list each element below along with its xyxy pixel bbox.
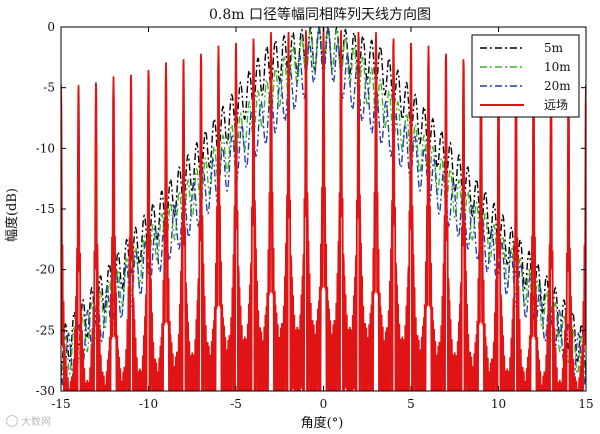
y-tick-label: -20 bbox=[36, 263, 55, 277]
y-tick-label: -25 bbox=[36, 323, 55, 337]
chart-title: 0.8m 口径等幅同相阵列天线方向图 bbox=[209, 6, 431, 23]
y-tick-label: -5 bbox=[43, 81, 55, 95]
x-tick-label: 10 bbox=[491, 397, 506, 411]
y-tick-label: -15 bbox=[36, 202, 55, 216]
watermark-logo-icon bbox=[6, 414, 18, 427]
legend: 5m 10m 20m 远场 bbox=[471, 34, 580, 118]
legend-box bbox=[471, 34, 580, 118]
x-tick-label: 5 bbox=[407, 397, 415, 411]
watermark-text: 大数网 bbox=[21, 417, 51, 428]
legend-label-1: 5m bbox=[544, 41, 564, 55]
y-tick-label: -30 bbox=[36, 384, 55, 398]
y-tick-label: 0 bbox=[47, 20, 55, 34]
x-axis-label: 角度(°) bbox=[301, 415, 344, 431]
legend-label-4: 远场 bbox=[544, 98, 568, 112]
x-tick-label: 0 bbox=[320, 397, 328, 411]
legend-label-2: 10m bbox=[544, 60, 571, 74]
axes: -15 -10 -5 0 5 10 15 0 -5 -10 -15 -20 -25 -30 bbox=[36, 20, 594, 411]
x-tick-label: -15 bbox=[51, 397, 70, 411]
y-axis-label: 幅度(dB) bbox=[4, 188, 20, 242]
watermark: 大数网 bbox=[6, 413, 51, 428]
y-tick-label: -10 bbox=[36, 141, 55, 155]
x-tick-label: -5 bbox=[230, 397, 242, 411]
x-tick-label: -10 bbox=[139, 397, 158, 411]
legend-label-3: 20m bbox=[544, 79, 571, 93]
x-tick-label: 15 bbox=[578, 397, 593, 411]
